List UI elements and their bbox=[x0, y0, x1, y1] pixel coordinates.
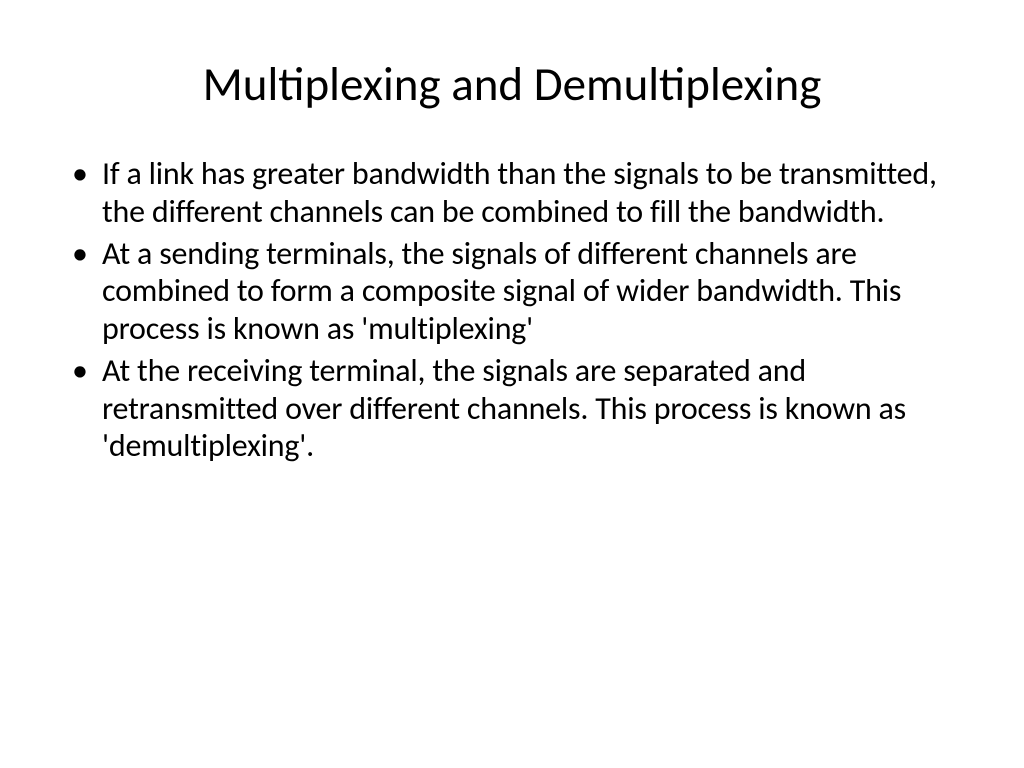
bullet-item: If a link has greater bandwidth than the… bbox=[72, 155, 964, 231]
slide-content: If a link has greater bandwidth than the… bbox=[50, 155, 974, 465]
bullet-list: If a link has greater bandwidth than the… bbox=[72, 155, 964, 465]
slide-title: Multiplexing and Demultiplexing bbox=[50, 55, 974, 113]
bullet-item: At the receiving terminal, the signals a… bbox=[72, 352, 964, 465]
slide-container: Multiplexing and Demultiplexing If a lin… bbox=[0, 0, 1024, 768]
bullet-item: At a sending terminals, the signals of d… bbox=[72, 235, 964, 348]
